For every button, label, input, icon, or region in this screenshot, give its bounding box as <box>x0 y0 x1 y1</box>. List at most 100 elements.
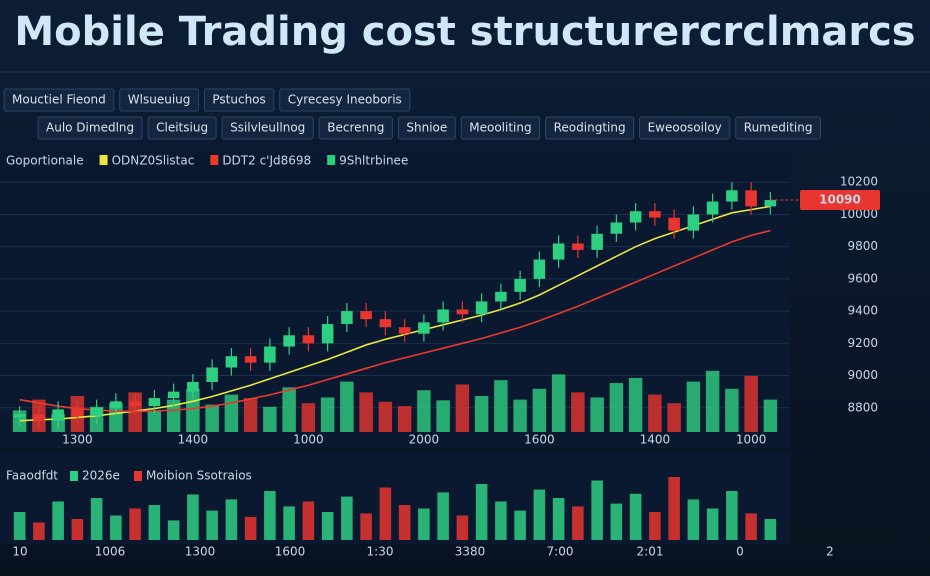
candle-body <box>167 391 180 399</box>
tab-button[interactable] <box>460 116 541 140</box>
tab-button[interactable] <box>397 116 456 140</box>
volume-bar <box>744 375 758 432</box>
tab-label[interactable]: Cyrecesy Ineoboris <box>288 93 402 107</box>
x-tick-label: 2 <box>826 545 834 559</box>
lower-bar <box>264 491 276 540</box>
tab-label[interactable]: Wlsueuiug <box>128 93 191 107</box>
legend-swatch <box>210 155 219 165</box>
tab-label[interactable]: Pstuchos <box>212 93 265 107</box>
moving-average <box>19 205 771 422</box>
legend-swatch <box>70 471 79 481</box>
lower-bar <box>649 512 661 540</box>
candle-body <box>610 222 623 234</box>
candle-body <box>206 367 218 382</box>
candle-body <box>283 335 295 347</box>
volume-bar <box>763 399 778 432</box>
candle-body <box>706 201 719 215</box>
tab-label[interactable]: Becrenng <box>327 121 384 135</box>
x-tick-label: 0 <box>736 545 744 559</box>
page-title: Mobile Trading cost structurercrclmarcs <box>14 9 915 55</box>
volume-bar <box>378 401 393 432</box>
tab-label[interactable]: Aulo Dimedlng <box>46 121 134 135</box>
tab-button[interactable] <box>318 116 393 140</box>
legend-swatch <box>99 155 108 165</box>
volume-bar <box>474 396 489 432</box>
volume-bar <box>397 406 412 432</box>
lower-bar <box>71 519 84 540</box>
tab-label[interactable]: Ssilvleullnog <box>230 121 305 135</box>
volume-bar <box>455 384 470 432</box>
volume-bar <box>282 387 296 432</box>
lower-bar <box>90 498 103 540</box>
candle-body <box>13 414 26 418</box>
tab-label[interactable]: Shnioe <box>406 121 447 135</box>
legend-label: Goportionale <box>6 154 84 168</box>
y-tick-label: 9800 <box>847 239 878 253</box>
candle-body <box>110 401 122 408</box>
tab-button[interactable] <box>203 88 275 112</box>
candle-body <box>225 356 238 368</box>
lower-bar <box>206 510 218 540</box>
lower-bar <box>283 506 295 540</box>
lower-bar <box>167 520 180 540</box>
tab-label[interactable]: Mouctiel Fieond <box>12 93 106 107</box>
x-tick-label: 1000 <box>736 433 767 447</box>
volume-bar <box>205 404 219 432</box>
candle-body <box>591 233 603 250</box>
tab-button[interactable] <box>221 116 314 140</box>
volume-bar <box>725 388 739 432</box>
tab-button[interactable] <box>279 88 411 112</box>
tab-button[interactable] <box>119 88 199 112</box>
tab-label[interactable]: Meooliting <box>469 121 531 135</box>
tab-button[interactable] <box>3 88 115 112</box>
lower-bar <box>745 513 757 540</box>
volume-bar <box>359 392 373 432</box>
legend-label: ODNZ0Slistac <box>112 154 195 168</box>
x-tick-label: 1600 <box>275 545 306 559</box>
tab-button[interactable] <box>735 116 821 140</box>
tab-label[interactable]: Cleitsiug <box>156 121 208 135</box>
lower-bar <box>379 487 392 540</box>
candle-body <box>33 414 45 421</box>
tab-label[interactable]: Rumediting <box>744 121 813 135</box>
tab-button[interactable] <box>545 116 635 140</box>
candle-body <box>187 382 199 392</box>
lower-bar <box>726 491 738 540</box>
lower-bar <box>110 515 122 540</box>
lower-panel-label: Faaodfdt <box>6 469 58 483</box>
y-tick-label: 10200 <box>840 175 878 189</box>
volume-bar <box>340 381 354 432</box>
lower-bar <box>687 499 700 540</box>
candle-body <box>129 401 141 407</box>
volume-bar <box>186 388 200 432</box>
tab-label[interactable]: Eweoosoiloy <box>648 121 722 135</box>
y-tick-label: 10000 <box>840 207 878 221</box>
legend-label: Moibion Ssotraios <box>146 469 252 483</box>
candle-body <box>398 327 411 334</box>
lower-bar <box>244 516 257 540</box>
lower-bar <box>610 503 623 540</box>
y-tick-label: 9600 <box>847 271 878 285</box>
lower-bar <box>552 498 565 540</box>
x-tick-label: 1600 <box>524 433 555 447</box>
volume-bar <box>609 383 624 432</box>
legend-swatch <box>133 471 142 481</box>
y-tick-label: 9400 <box>847 304 878 318</box>
tab-button[interactable] <box>639 116 731 140</box>
lower-bar <box>52 501 64 540</box>
tab-button[interactable] <box>147 116 217 140</box>
lower-bar <box>514 510 526 540</box>
volume-bar <box>513 399 527 432</box>
tab-label[interactable]: Reodingting <box>554 121 626 135</box>
volume-bar <box>590 397 604 432</box>
x-tick-label: 1300 <box>62 433 93 447</box>
tab-button[interactable] <box>37 116 143 140</box>
candle-body <box>668 217 680 231</box>
volume-bar <box>571 392 585 432</box>
lower-bar <box>591 480 603 540</box>
volume-bar <box>686 381 701 432</box>
y-tick-label: 8800 <box>847 400 878 414</box>
price-tag-label: 10090 <box>819 192 861 206</box>
